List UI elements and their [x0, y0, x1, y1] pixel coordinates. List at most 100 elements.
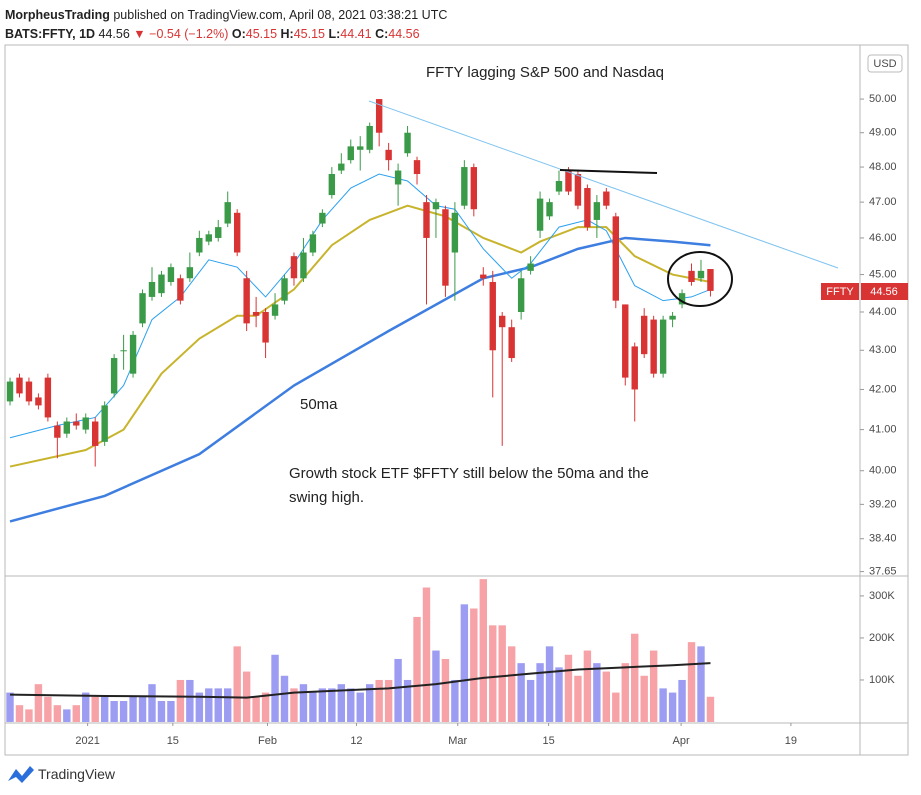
- volume-bar: [138, 696, 147, 722]
- volume-bar: [271, 654, 279, 722]
- candle-body: [678, 293, 686, 305]
- y-tick-label: 48.00: [869, 161, 897, 173]
- candle-body: [271, 304, 279, 316]
- currency-box[interactable]: [867, 54, 903, 73]
- y-tick-label: 38.40: [869, 533, 897, 545]
- volume-bar: [176, 679, 185, 722]
- volume-bar: [706, 696, 715, 722]
- candle-body: [527, 263, 534, 271]
- volume-bar: [574, 675, 582, 722]
- volume-bar: [6, 692, 14, 722]
- volume-bar: [545, 646, 554, 722]
- candle-body: [6, 381, 14, 402]
- candle-body: [338, 163, 345, 171]
- volume-bar: [365, 684, 374, 722]
- high-label: H:: [281, 27, 294, 41]
- volume-bar: [583, 650, 592, 722]
- volume-bar: [394, 658, 402, 722]
- currency: USD: [873, 58, 896, 70]
- annotation-50ma: 50ma: [300, 396, 338, 413]
- candle-body: [82, 417, 89, 430]
- volume-bar: [384, 679, 393, 722]
- volume-bar: [129, 696, 137, 722]
- y-tick-label: 47.00: [869, 196, 897, 208]
- candle-body: [186, 267, 194, 279]
- x-tick-label: 15: [167, 735, 179, 747]
- candle-body: [622, 304, 629, 378]
- candle-body: [54, 425, 61, 438]
- volume-bar: [318, 688, 327, 722]
- candle-body: [224, 202, 231, 224]
- candle-body: [328, 174, 336, 196]
- candle-body: [508, 327, 515, 359]
- candle-body: [565, 170, 572, 192]
- close-label: C:: [375, 27, 388, 41]
- volume-tick-label: 300K: [869, 590, 895, 602]
- volume-bar: [167, 700, 175, 722]
- volume-bar: [403, 679, 412, 722]
- y-tick-label: 41.00: [869, 424, 897, 436]
- x-tick-label: 19: [785, 735, 797, 747]
- brand[interactable]: TradingView: [38, 766, 116, 782]
- candle-body: [300, 252, 307, 279]
- moving-average: [9, 173, 711, 439]
- candle-body: [669, 315, 676, 320]
- candle-body: [612, 216, 619, 301]
- volume-bar: [432, 650, 440, 722]
- y-tick-label: 50.00: [869, 93, 897, 105]
- x-tick-label: 2021: [75, 735, 99, 747]
- candle-body: [196, 237, 203, 253]
- last-price: 44.56: [99, 27, 130, 41]
- candle-body: [25, 381, 33, 402]
- volume-bar: [309, 692, 317, 722]
- volume-bar: [489, 625, 497, 722]
- candle-body: [139, 293, 146, 324]
- candle-body: [215, 227, 222, 238]
- volume-bar: [375, 679, 383, 722]
- volume-bar: [25, 709, 33, 722]
- volume-bar: [678, 679, 686, 722]
- y-tick-label: 40.00: [869, 465, 897, 477]
- candle-body: [309, 234, 317, 253]
- x-tick-label: 12: [350, 735, 362, 747]
- trend-line: [368, 100, 839, 269]
- symbol-tag-text: FFTY: [826, 286, 854, 298]
- candle-body: [243, 278, 250, 324]
- volume-bar: [470, 608, 478, 722]
- candle-body: [536, 198, 544, 231]
- volume-bar: [602, 671, 611, 722]
- volume-bar: [593, 663, 601, 722]
- price-tag-text: 44.56: [870, 286, 898, 298]
- volume-bar: [413, 616, 421, 722]
- annotation-title: FFTY lagging S&P 500 and Nasdaq: [426, 64, 664, 81]
- volume-bar: [34, 684, 43, 722]
- candle-body: [480, 274, 487, 279]
- candle-body: [262, 311, 269, 343]
- candle-body: [688, 270, 695, 282]
- open-value: 45.15: [246, 27, 277, 41]
- highlight-circle: [667, 251, 733, 307]
- candle-body: [461, 167, 468, 206]
- x-tick-label: Apr: [673, 735, 690, 747]
- volume-bar: [280, 675, 289, 722]
- volume-bar: [63, 709, 71, 722]
- moving-average: [9, 204, 711, 468]
- x-tick-label: Feb: [258, 735, 277, 747]
- candle-body: [574, 174, 582, 206]
- volume-bar: [555, 667, 563, 722]
- y-tick-label: 39.20: [869, 498, 897, 510]
- candle-body: [404, 132, 411, 154]
- header-line-2: BATS:FFTY, 1D 44.56 ▼ −0.54 (−1.2%) O:45…: [5, 27, 420, 41]
- volume-bar: [649, 650, 658, 722]
- candle-body: [148, 281, 156, 297]
- volume-bar: [536, 663, 544, 722]
- high-value: 45.15: [294, 27, 325, 41]
- volume-bar: [157, 700, 166, 722]
- volume-bar: [697, 646, 705, 722]
- candle-body: [357, 146, 364, 150]
- candle-body: [120, 350, 127, 352]
- candle-body: [650, 319, 657, 374]
- volume-bar: [631, 633, 639, 722]
- volume-bar: [460, 604, 469, 722]
- candle-body: [442, 209, 449, 286]
